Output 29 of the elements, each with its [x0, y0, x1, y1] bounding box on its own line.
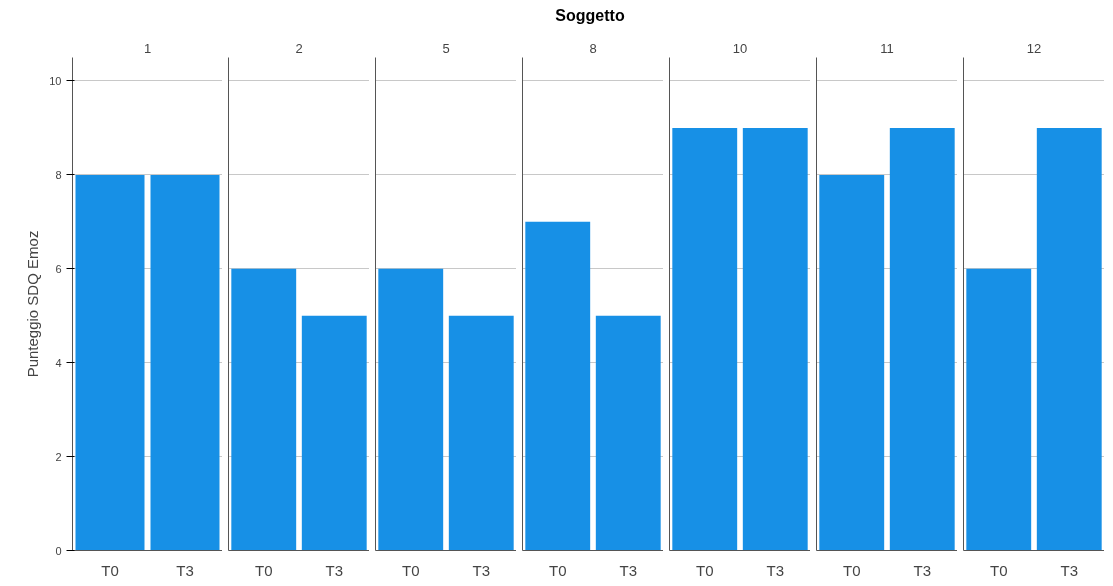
- x-tick-label: T3: [619, 561, 638, 579]
- x-tick-label: T3: [325, 561, 344, 579]
- chart-title: 8: [589, 40, 597, 56]
- y-tick-label: 4: [55, 356, 62, 369]
- y-tick-label: 6: [55, 262, 62, 275]
- x-tick-label: T0: [696, 561, 714, 579]
- chart-title: 2: [295, 40, 303, 56]
- x-tick-label: T3: [176, 561, 194, 579]
- chart-title: 5: [442, 40, 450, 56]
- x-tick-label: T3: [766, 561, 785, 579]
- x-tick-label: T0: [549, 561, 567, 579]
- x-tick-label: T3: [913, 561, 932, 579]
- x-tick-label: T0: [402, 561, 420, 579]
- x-tick-label: T3: [472, 561, 491, 579]
- y-tick-label: 2: [55, 450, 62, 463]
- chart-title: 1: [143, 40, 152, 56]
- y-axis-title: Punteggio SDQ Emoz: [24, 230, 42, 378]
- chart-title: 10: [732, 40, 748, 56]
- chart-title: 11: [880, 40, 894, 56]
- x-tick-label: T0: [843, 561, 861, 579]
- x-tick-label: T0: [990, 561, 1008, 579]
- y-tick-label: 10: [49, 74, 62, 87]
- x-tick-label: T0: [255, 561, 273, 579]
- text: Soggetto: [555, 6, 625, 26]
- y-tick-label: 0: [55, 544, 62, 557]
- chart-title: 12: [1026, 40, 1042, 56]
- y-tick-label: 8: [55, 168, 62, 181]
- x-tick-label: T3: [1060, 561, 1079, 579]
- x-tick-label: T0: [101, 561, 119, 579]
